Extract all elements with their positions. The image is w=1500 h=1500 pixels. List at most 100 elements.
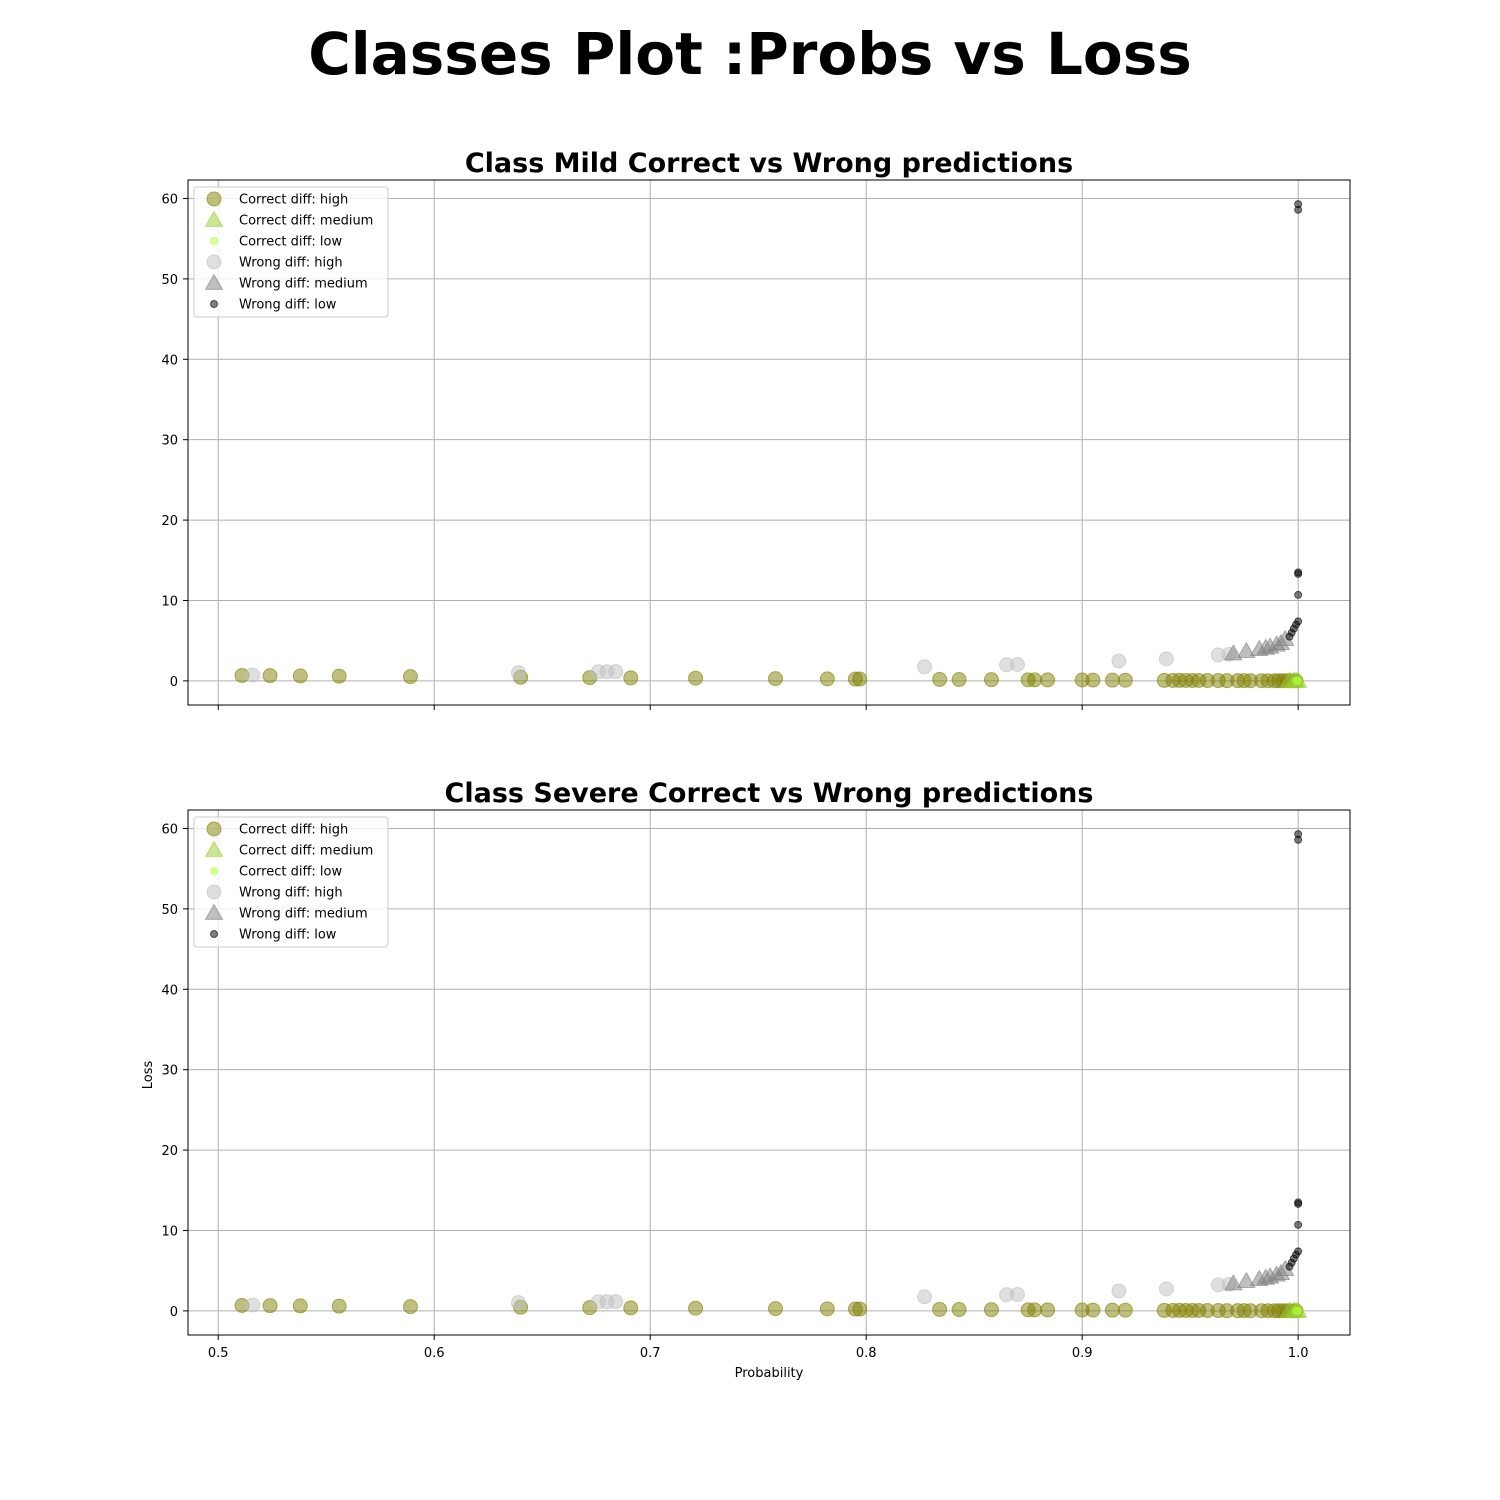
data-point xyxy=(767,1301,783,1317)
data-point xyxy=(932,671,948,687)
data-point xyxy=(983,672,999,688)
series-correct-low xyxy=(1292,676,1303,685)
data-point xyxy=(852,671,868,687)
data-point xyxy=(951,1302,967,1318)
legend-marker xyxy=(204,903,224,920)
legend-marker xyxy=(204,210,224,227)
data-point xyxy=(1294,1306,1303,1315)
data-point xyxy=(1009,656,1025,672)
data-point xyxy=(1224,644,1243,661)
x-tick-label: 0.6 xyxy=(424,1346,445,1361)
data-point xyxy=(1294,617,1303,626)
series-wrong-medium xyxy=(1224,1259,1295,1291)
data-point xyxy=(917,659,933,675)
plot-frame xyxy=(187,809,1351,1336)
legend-label: Correct diff: medium xyxy=(239,214,373,229)
legend-marker xyxy=(206,191,222,207)
y-tick-label: 30 xyxy=(161,1064,178,1079)
data-point xyxy=(1111,653,1127,669)
series-correct-low xyxy=(1292,1306,1303,1315)
data-point xyxy=(1294,1247,1303,1256)
legend-label: Wrong diff: medium xyxy=(239,277,368,292)
y-tick-label: 0 xyxy=(170,1305,178,1320)
data-point xyxy=(1158,651,1174,667)
data-point xyxy=(1117,1302,1133,1318)
data-point xyxy=(983,1302,999,1318)
series-correct-high xyxy=(234,1297,1304,1319)
data-point xyxy=(1294,200,1303,209)
y-tick-label: 10 xyxy=(161,594,178,609)
series-wrong-low xyxy=(1285,830,1303,1271)
data-point xyxy=(331,668,347,684)
data-point xyxy=(1294,568,1303,577)
data-point xyxy=(1040,1302,1056,1318)
data-point xyxy=(1294,830,1303,839)
x-tick-label: 1.0 xyxy=(1288,1346,1309,1361)
data-point xyxy=(262,1298,278,1314)
legend-marker xyxy=(206,884,222,900)
data-point xyxy=(1236,641,1256,659)
y-tick-label: 50 xyxy=(161,903,178,918)
legend-marker xyxy=(206,254,222,270)
data-point xyxy=(951,672,967,688)
y-tick-label: 20 xyxy=(161,1144,178,1159)
legend-box xyxy=(193,186,389,318)
legend-marker xyxy=(210,867,218,875)
series-correct-high xyxy=(234,667,1304,689)
severe-scatter-panel: Class Severe Correct vs Wrong prediction… xyxy=(141,778,1351,1381)
legend: Correct diff: high Correct diff: medium Co… xyxy=(193,816,389,948)
data-point xyxy=(262,668,278,684)
data-point xyxy=(1158,1281,1174,1297)
legend-box xyxy=(193,816,389,948)
data-point xyxy=(932,1301,948,1317)
y-tick-label: 20 xyxy=(161,514,178,529)
data-point xyxy=(1104,1302,1120,1318)
chart-title: Class Mild Correct vs Wrong predictions xyxy=(465,148,1073,179)
y-tick-label: 30 xyxy=(161,434,178,449)
data-point xyxy=(1085,1302,1101,1318)
data-point xyxy=(510,665,526,681)
y-tick-label: 50 xyxy=(161,273,178,288)
legend-marker xyxy=(210,930,218,938)
data-point xyxy=(608,1294,624,1310)
series-wrong-medium xyxy=(1224,629,1295,661)
data-point xyxy=(688,670,704,686)
legend-label: Wrong diff: high xyxy=(239,256,343,271)
data-point xyxy=(1294,676,1303,685)
data-point xyxy=(623,1300,639,1316)
data-point xyxy=(917,1289,933,1305)
data-point xyxy=(1117,672,1133,688)
data-point xyxy=(1294,1220,1303,1229)
plot-frame xyxy=(187,179,1351,706)
data-point xyxy=(1104,672,1120,688)
data-point xyxy=(1085,672,1101,688)
legend: Correct diff: high Correct diff: medium Co… xyxy=(193,186,389,318)
data-point xyxy=(245,667,261,683)
data-point xyxy=(331,1298,347,1314)
legend-marker xyxy=(206,821,222,837)
legend-marker xyxy=(204,273,224,290)
x-tick-label: 0.8 xyxy=(856,1346,877,1361)
legend-marker xyxy=(204,840,224,857)
x-tick-label: 0.5 xyxy=(208,1346,229,1361)
grid xyxy=(188,810,1350,1335)
y-tick-label: 10 xyxy=(161,1224,178,1239)
data-point xyxy=(608,664,624,680)
legend-label: Correct diff: medium xyxy=(239,844,373,859)
data-point xyxy=(767,671,783,687)
data-point xyxy=(1009,1286,1025,1302)
chart-title: Class Severe Correct vs Wrong prediction… xyxy=(445,778,1094,809)
data-points xyxy=(234,200,1308,689)
legend-marker xyxy=(210,300,218,308)
data-point xyxy=(852,1301,868,1317)
data-point xyxy=(623,670,639,686)
data-point xyxy=(1236,1271,1256,1289)
data-point xyxy=(402,669,418,685)
series-wrong-high xyxy=(245,646,1237,683)
legend-label: Wrong diff: high xyxy=(239,886,343,901)
series-wrong-low xyxy=(1285,200,1303,641)
data-points xyxy=(234,830,1308,1319)
data-point xyxy=(1294,1198,1303,1207)
data-point xyxy=(1040,672,1056,688)
